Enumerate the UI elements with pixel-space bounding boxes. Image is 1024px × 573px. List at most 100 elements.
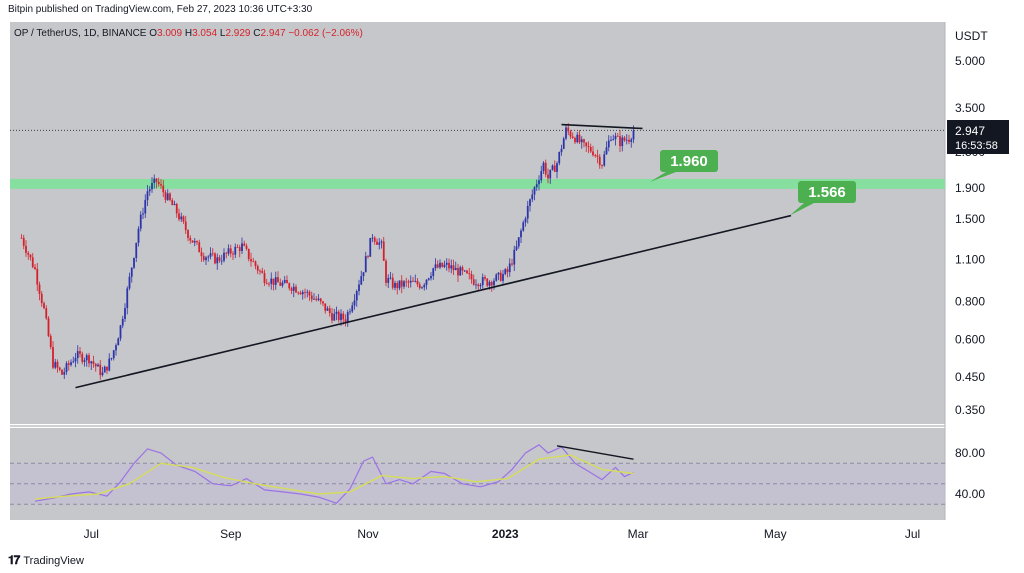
candle-body: [214, 253, 216, 264]
price-tick-0: 5.000: [955, 54, 985, 68]
trend-layer: [75, 123, 792, 389]
candle-body: [416, 280, 419, 285]
price-tick-5: 1.100: [955, 253, 985, 267]
candle-body: [101, 372, 104, 376]
candle-body: [88, 355, 90, 364]
candle-body: [187, 230, 189, 238]
candle-body: [513, 249, 516, 265]
candle-body: [535, 184, 538, 188]
level-1566-label-box[interactable]: [798, 181, 856, 203]
candle-body: [22, 237, 25, 246]
candle-body: [160, 184, 162, 186]
candle-body: [97, 364, 99, 367]
candle-body: [110, 358, 113, 359]
candle-body: [614, 135, 617, 140]
candle-body: [124, 308, 126, 319]
candle-body: [322, 301, 324, 304]
low-value: 2.929: [225, 28, 251, 39]
candle-body: [171, 200, 174, 206]
tradingview-logo-text: TradingView: [23, 554, 84, 567]
candle-body: [47, 318, 50, 337]
candle-body: [421, 287, 423, 289]
candle-body: [529, 199, 531, 206]
candle-body: [202, 256, 205, 261]
level-1960-label-box[interactable]: [660, 150, 718, 172]
candle-body: [36, 268, 39, 285]
candle-body: [236, 246, 239, 248]
price-panel[interactable]: [10, 22, 945, 424]
candle-body: [571, 136, 574, 138]
candle-body: [265, 282, 268, 284]
price-tick-1: 3.500: [955, 101, 985, 115]
candle-body: [619, 136, 621, 147]
last-price-box: [947, 120, 1009, 154]
candle-body: [115, 345, 117, 351]
candle-body: [445, 262, 448, 265]
candle-body: [277, 277, 279, 283]
candle-body: [65, 363, 68, 372]
y-axis-unit: USDT: [955, 29, 988, 43]
candle-body: [191, 240, 194, 243]
candle-body: [331, 313, 333, 321]
candle-body: [558, 152, 561, 164]
candle-body: [601, 165, 603, 166]
time-tick-6: Jul: [905, 527, 920, 541]
candle-body: [40, 293, 43, 304]
price-axis[interactable]: 5.0003.5002.5001.9001.5001.1000.8000.600…: [955, 54, 985, 417]
candle-body: [142, 213, 144, 215]
candle-body: [103, 366, 106, 373]
candle-body: [241, 243, 243, 252]
time-tick-3: 2023: [492, 527, 519, 541]
candle-body: [434, 264, 437, 269]
rsi-ma-line: [34, 454, 634, 500]
candle-body: [506, 269, 509, 273]
time-axis[interactable]: Jul Sep Nov 2023 Mar May Jul: [84, 527, 921, 541]
candle-body: [592, 151, 594, 156]
tradingview-logo[interactable]: 𝟏𝟕 TradingView: [8, 553, 84, 568]
candle-body: [324, 303, 327, 311]
candle-body: [335, 311, 338, 314]
time-tick-5: May: [764, 527, 787, 541]
candle-body: [220, 260, 223, 262]
candle-body: [218, 257, 221, 261]
candle-body: [418, 284, 421, 289]
level-1960-label-text: 1.960: [670, 153, 708, 170]
countdown-label: 16:53:58: [955, 140, 998, 152]
candle-body: [436, 264, 439, 268]
candle-body: [85, 355, 88, 361]
candle-body: [279, 282, 282, 286]
candle-body: [454, 267, 457, 271]
candle-body: [398, 280, 401, 289]
candle-body: [396, 282, 399, 289]
candle-body: [25, 245, 27, 253]
candle-body: [272, 278, 275, 285]
candle-body: [481, 277, 484, 286]
candle-body: [603, 154, 606, 166]
candle-body: [281, 282, 284, 286]
candle-body: [31, 257, 34, 268]
candle-body: [565, 127, 567, 139]
candle-body: [301, 291, 304, 295]
candle-body: [292, 286, 295, 291]
candle-body: [326, 308, 329, 311]
candle-body: [547, 174, 549, 179]
descending-resistance-trendline[interactable]: [561, 123, 643, 130]
candle-body: [364, 256, 367, 273]
candle-body: [61, 369, 63, 375]
rsi-axis[interactable]: 80.00 40.00: [955, 446, 985, 501]
candle-body: [200, 252, 203, 257]
candle-body: [223, 252, 225, 261]
candle-body: [54, 361, 57, 368]
ascending-support-trendline[interactable]: [75, 214, 792, 389]
candle-body: [155, 178, 158, 182]
candle-body: [29, 254, 32, 258]
time-tick-2: Nov: [357, 527, 378, 541]
candle-layer: [20, 123, 635, 380]
candle-body: [340, 313, 342, 321]
candle-body: [538, 180, 540, 185]
symbol-name[interactable]: OP / TetherUS, 1D, BINANCE: [14, 28, 147, 39]
candle-body: [533, 187, 536, 195]
candle-body: [157, 181, 160, 185]
candle-body: [427, 278, 430, 280]
